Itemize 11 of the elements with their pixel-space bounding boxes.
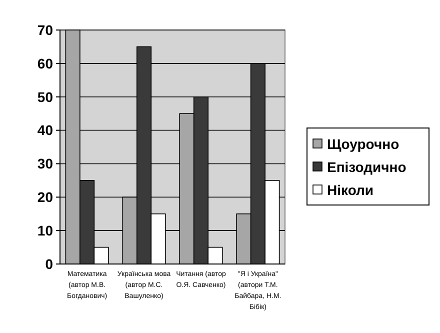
legend-label: Епізодично bbox=[327, 158, 406, 175]
y-tick-label: 0 bbox=[45, 256, 54, 272]
y-tick-label: 60 bbox=[37, 55, 54, 72]
legend-label: Ніколи bbox=[327, 182, 374, 198]
y-tick-label: 10 bbox=[37, 222, 54, 238]
y-tick-label: 40 bbox=[37, 122, 54, 138]
y-tick-label: 20 bbox=[37, 189, 54, 206]
y-tick-label: 70 bbox=[37, 22, 54, 38]
y-tick-label: 50 bbox=[37, 88, 54, 105]
y-tick-label: 30 bbox=[37, 156, 54, 172]
legend-label: Щоурочно bbox=[327, 136, 400, 152]
